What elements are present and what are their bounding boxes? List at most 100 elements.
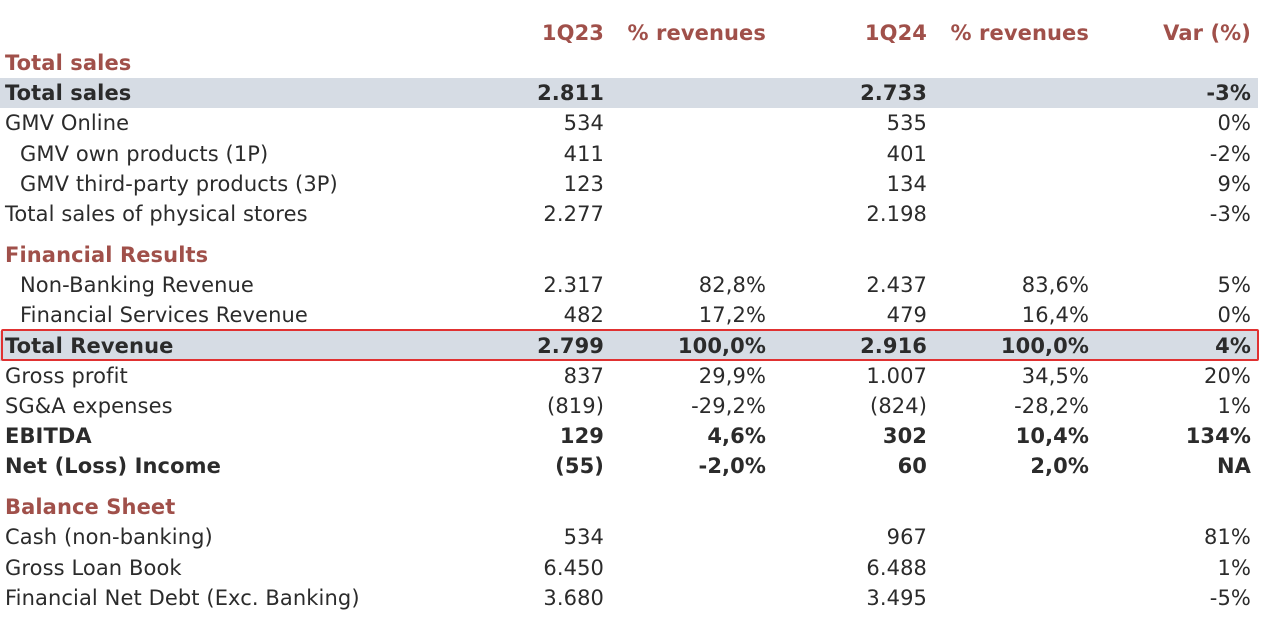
value-pct-1q23: 29,9% [698,363,766,388]
value-1q23: 534 [563,111,604,136]
value-pct-1q23: 17,2% [698,303,766,328]
table-row-ebitda: EBITDA 129 4,6% 302 10,4% 134% [0,421,1258,451]
table-row-gmv-1p: GMV own products (1P) 411 401 -2% [0,139,1258,169]
value-1q23: 411 [563,141,604,166]
value-1q24: (824) [870,393,927,418]
value-1q24: 2.916 [860,333,927,358]
value-pct-1q24: 34,5% [1021,363,1089,388]
table-row-total-sales: Total sales 2.811 2.733 -3% [0,78,1258,109]
value-var: -2% [1209,141,1251,166]
value-1q23: (55) [555,454,604,479]
value-1q24: 2.733 [860,81,927,106]
row-label: GMV own products (1P) [20,141,269,166]
value-1q23: 129 [559,424,604,449]
value-var: 81% [1204,525,1251,550]
value-1q23: 2.277 [543,201,604,226]
value-pct-1q24: 2,0% [1030,454,1089,479]
row-label: Non-Banking Revenue [20,273,254,298]
row-label: GMV third-party products (3P) [20,171,338,196]
section-header-total-sales: Total sales [0,48,1258,78]
value-1q23: (819) [547,393,604,418]
section-title: Total sales [5,51,132,75]
value-pct-1q24: -28,2% [1014,393,1089,418]
section-header-balance-sheet: Balance Sheet [0,481,1258,522]
row-label: Total sales [5,81,132,106]
value-1q23: 2.811 [537,81,604,106]
table-row-sga-expenses: SG&A expenses (819) -29,2% (824) -28,2% … [0,391,1258,421]
value-1q24: 302 [882,424,927,449]
value-pct-1q24: 10,4% [1015,424,1089,449]
value-var: 0% [1217,303,1251,328]
value-1q24: 6.488 [866,555,927,580]
value-1q23: 2.317 [543,273,604,298]
row-label: Net (Loss) Income [5,454,221,479]
row-label: Gross Loan Book [5,555,182,580]
value-var: 1% [1217,555,1251,580]
value-1q23: 3.680 [543,585,604,610]
value-var: 4% [1215,333,1251,358]
table-row-physical-stores: Total sales of physical stores 2.277 2.1… [0,199,1258,229]
value-pct-1q23: -29,2% [691,393,766,418]
value-1q23: 482 [563,303,604,328]
value-pct-1q23: 4,6% [707,424,766,449]
value-pct-1q24: 100,0% [1000,333,1089,358]
value-pct-1q24: 83,6% [1021,273,1089,298]
row-label: Cash (non-banking) [5,525,213,550]
column-header-row: 1Q23 % revenues 1Q24 % revenues Var (%) [0,0,1258,48]
section-title: Financial Results [5,243,209,268]
table-row-cash: Cash (non-banking) 534 967 81% [0,522,1258,552]
row-label: GMV Online [5,111,130,136]
value-1q24: 3.495 [866,585,927,610]
value-1q24: 401 [886,141,927,166]
value-1q24: 2.437 [866,273,927,298]
value-1q23: 6.450 [543,555,604,580]
row-label: Total Revenue [5,333,174,358]
row-label: Financial Net Debt (Exc. Banking) [5,585,360,610]
value-1q24: 967 [886,525,927,550]
value-pct-1q23: -2,0% [698,454,766,479]
row-label: SG&A expenses [5,393,173,418]
value-1q24: 60 [897,454,927,479]
column-header-pct-revenues-1q23: % revenues [627,21,766,45]
value-var: 5% [1217,273,1251,298]
column-header-1q24: 1Q24 [864,21,927,45]
section-title: Balance Sheet [5,495,176,520]
value-pct-1q23: 82,8% [698,273,766,298]
value-var: -3% [1206,81,1251,106]
value-1q23: 534 [563,525,604,550]
value-var: 20% [1204,363,1251,388]
value-pct-1q23: 100,0% [677,333,766,358]
value-pct-1q24: 16,4% [1021,303,1089,328]
value-1q23: 123 [563,171,604,196]
value-var: 0% [1217,111,1251,136]
table-row-total-revenue: Total Revenue 2.799 100,0% 2.916 100,0% … [0,330,1258,361]
row-label: Gross profit [5,363,128,388]
table-row-gmv-online: GMV Online 534 535 0% [0,108,1258,138]
value-var: -5% [1209,585,1251,610]
table-row-gmv-3p: GMV third-party products (3P) 123 134 9% [0,169,1258,199]
table-row-net-income: Net (Loss) Income (55) -2,0% 60 2,0% NA [0,451,1258,481]
table-row-gross-profit: Gross profit 837 29,9% 1.007 34,5% 20% [0,361,1258,391]
value-var: 1% [1217,393,1251,418]
table-row-gross-loan-book: Gross Loan Book 6.450 6.488 1% [0,553,1258,583]
column-header-pct-revenues-1q24: % revenues [950,21,1089,45]
value-1q23: 837 [563,363,604,388]
value-1q24: 479 [886,303,927,328]
section-header-financial-results: Financial Results [0,229,1258,270]
value-1q24: 134 [886,171,927,196]
value-1q23: 2.799 [537,333,604,358]
table-row-non-banking-revenue: Non-Banking Revenue 2.317 82,8% 2.437 83… [0,270,1258,300]
value-var: NA [1216,454,1251,479]
column-header-var: Var (%) [1163,21,1251,45]
value-var: 134% [1185,424,1251,449]
value-var: -3% [1209,201,1251,226]
table-row-financial-net-debt: Financial Net Debt (Exc. Banking) 3.680 … [0,583,1258,613]
row-label: EBITDA [5,424,92,449]
table-row-financial-services-revenue: Financial Services Revenue 482 17,2% 479… [0,300,1258,330]
column-header-1q23: 1Q23 [541,21,604,45]
value-1q24: 2.198 [866,201,927,226]
value-1q24: 1.007 [866,363,927,388]
row-label: Financial Services Revenue [20,303,308,328]
row-label: Total sales of physical stores [5,201,308,226]
